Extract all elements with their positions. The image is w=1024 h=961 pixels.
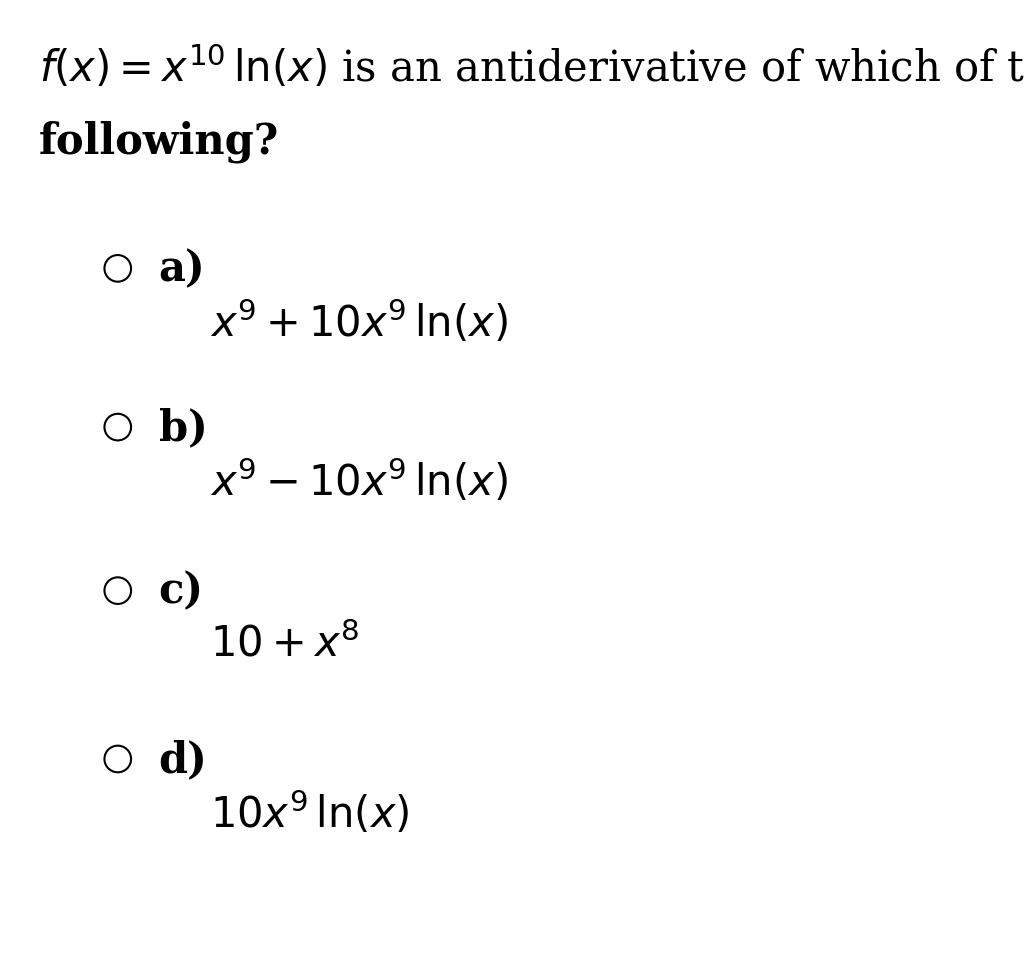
Text: following?: following? xyxy=(39,120,280,162)
Text: c): c) xyxy=(159,570,204,612)
Text: d): d) xyxy=(159,738,208,780)
Text: $f(x) = x^{10}\, \ln(x)$ is an antiderivative of which of the: $f(x) = x^{10}\, \ln(x)$ is an antideriv… xyxy=(39,43,1024,90)
Text: $10 + x^8$: $10 + x^8$ xyxy=(210,623,359,665)
Text: $x^9 - 10x^9\, \ln(x)$: $x^9 - 10x^9\, \ln(x)$ xyxy=(210,456,508,505)
Text: b): b) xyxy=(159,407,208,449)
Text: $10x^9\, \ln(x)$: $10x^9\, \ln(x)$ xyxy=(210,788,410,836)
Text: a): a) xyxy=(159,248,206,290)
Text: $x^9 + 10x^9\, \ln(x)$: $x^9 + 10x^9\, \ln(x)$ xyxy=(210,298,508,346)
